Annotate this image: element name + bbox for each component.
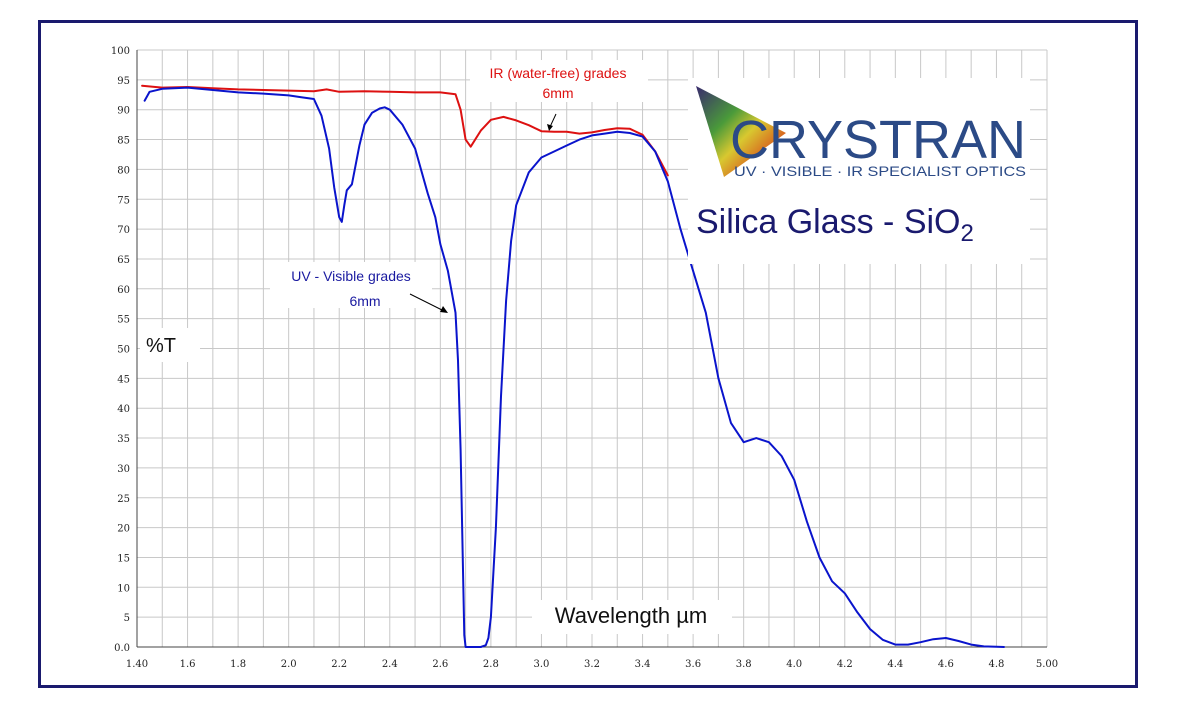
y-tick-label: 25 bbox=[117, 494, 130, 505]
y-tick-label: 60 bbox=[117, 285, 130, 296]
y-tick-label: 80 bbox=[117, 165, 130, 176]
series-layer bbox=[141, 84, 1005, 648]
ir-annotation: IR (water-free) grades 6mm bbox=[470, 60, 648, 131]
y-tick-label: 35 bbox=[117, 434, 130, 445]
series-line-uv-visible bbox=[143, 86, 1005, 648]
uv-annotation-box bbox=[270, 262, 432, 308]
x-tick-label: 1.8 bbox=[230, 659, 246, 670]
y-axis-label-group: %T bbox=[140, 328, 200, 362]
y-tick-label: 50 bbox=[117, 345, 130, 356]
x-tick-label: 3.2 bbox=[584, 659, 600, 670]
y-tick-label: 95 bbox=[117, 76, 130, 87]
y-tick-label: 90 bbox=[117, 106, 130, 117]
chart-frame bbox=[38, 20, 1138, 688]
y-tick-label: 65 bbox=[117, 255, 130, 266]
x-tick-label: 3.6 bbox=[685, 659, 701, 670]
y-tick-label: 10 bbox=[117, 583, 130, 594]
ir-annotation-box bbox=[470, 60, 648, 102]
ir-annotation-line1: IR (water-free) grades bbox=[490, 65, 627, 81]
x-tick-label: 4.6 bbox=[938, 659, 954, 670]
x-axis-label-group: Wavelength µm bbox=[532, 600, 732, 634]
x-tick-label: 4.4 bbox=[887, 659, 903, 670]
y-tick-label: 100 bbox=[111, 46, 130, 57]
x-tick-label: 3.4 bbox=[635, 659, 651, 670]
uv-annotation-arrowhead bbox=[440, 306, 448, 313]
x-axis-label: Wavelength µm bbox=[555, 603, 707, 628]
y-tick-label: 55 bbox=[117, 315, 130, 326]
x-tick-label: 2.2 bbox=[331, 659, 347, 670]
y-axis-label: %T bbox=[146, 335, 176, 357]
y-tick-label: 30 bbox=[117, 464, 130, 475]
y-tick-label: 40 bbox=[117, 404, 130, 415]
uv-annotation: UV - Visible grades 6mm bbox=[270, 262, 448, 313]
logo-tagline: UV · VISIBLE · IR SPECIALIST OPTICS bbox=[734, 163, 1026, 179]
x-tick-label: 1.40 bbox=[126, 659, 148, 670]
x-tick-label: 1.6 bbox=[180, 659, 196, 670]
x-tick-label: 3.0 bbox=[533, 659, 549, 670]
chart-title-subscript: 2 bbox=[961, 220, 974, 247]
x-tick-label: 4.2 bbox=[837, 659, 853, 670]
chart-title: Silica Glass - SiO2 bbox=[696, 203, 974, 247]
x-tick-label: 2.6 bbox=[432, 659, 448, 670]
uv-annotation-line1: UV - Visible grades bbox=[291, 268, 411, 284]
y-tick-labels: 0.0 5 10 15 20 25 30 35 40 45 50 55 60 65 70 75 80 85 90 95… bbox=[111, 46, 130, 654]
x-tick-label: 2.0 bbox=[281, 659, 297, 670]
prism-logo-icon bbox=[696, 86, 786, 177]
y-tick-label: 0.0 bbox=[114, 643, 130, 654]
chart-title-main: Silica Glass - SiO bbox=[696, 203, 961, 241]
x-tick-label: 5.00 bbox=[1036, 659, 1058, 670]
y-tick-label: 5 bbox=[124, 613, 130, 624]
x-tick-label: 4.0 bbox=[786, 659, 802, 670]
y-tick-label: 15 bbox=[117, 553, 130, 564]
x-tick-label: 3.8 bbox=[736, 659, 752, 670]
ir-annotation-line2: 6mm bbox=[542, 85, 573, 101]
uv-annotation-arrow bbox=[409, 293, 445, 312]
uv-annotation-line2: 6mm bbox=[349, 293, 380, 309]
y-tick-label: 75 bbox=[117, 195, 130, 206]
logo-name: CRYSTRAN bbox=[730, 110, 1026, 170]
x-tick-label: 2.4 bbox=[382, 659, 398, 670]
crystran-logo: CRYSTRAN UV · VISIBLE · IR SPECIALIST OP… bbox=[688, 78, 1030, 264]
y-tick-label: 45 bbox=[117, 374, 130, 385]
y-tick-label: 20 bbox=[117, 524, 130, 535]
x-tick-label: 4.8 bbox=[988, 659, 1004, 670]
x-tick-label: 2.8 bbox=[483, 659, 499, 670]
ir-annotation-arrowhead bbox=[547, 124, 553, 131]
x-tick-labels: 1.40 1.6 1.8 2.0 2.2 2.4 2.6 2.8 3.0 3.2 3.4 3.6 3.8… bbox=[126, 659, 1058, 670]
series-line-ir bbox=[141, 84, 669, 177]
chart-axes bbox=[136, 50, 1047, 648]
y-tick-label: 70 bbox=[117, 225, 130, 236]
y-tick-label: 85 bbox=[117, 136, 130, 147]
